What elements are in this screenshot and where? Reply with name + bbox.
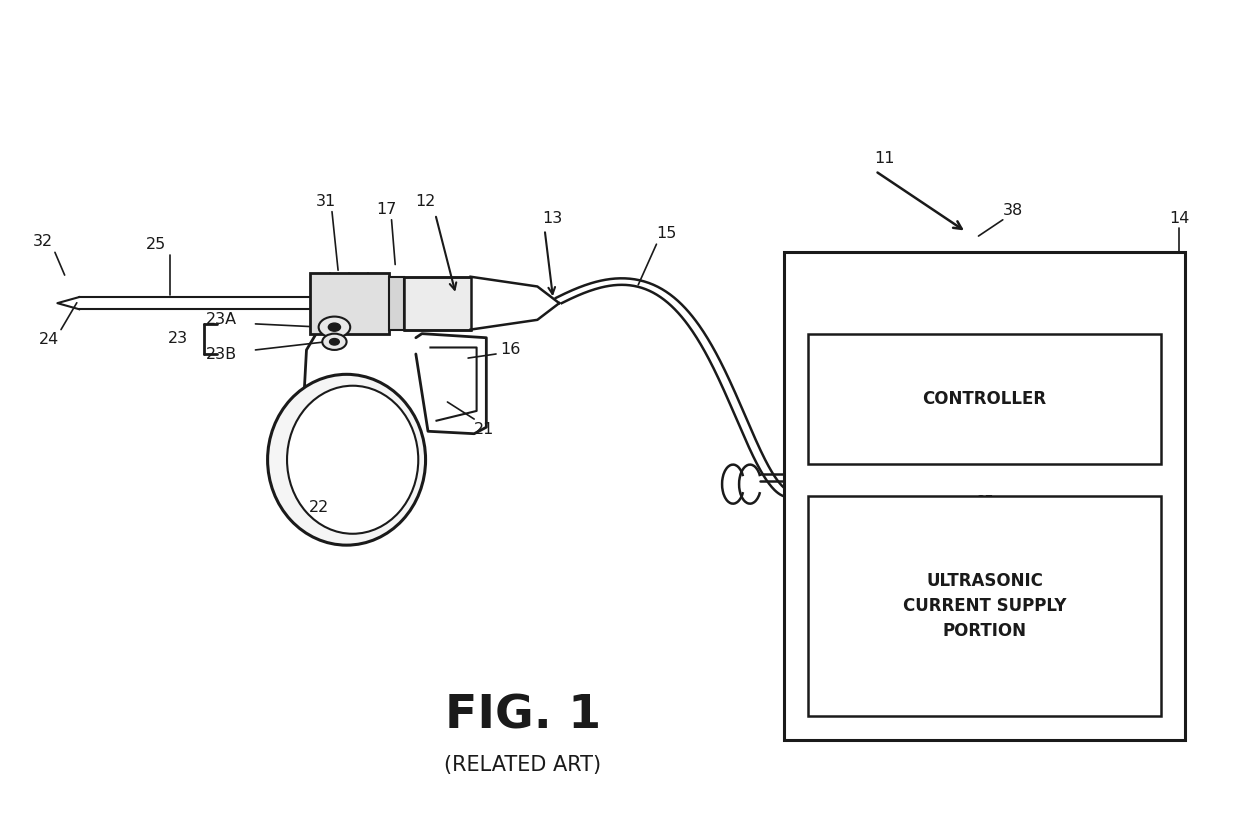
Text: 14: 14 [1169, 211, 1189, 226]
Text: 13: 13 [542, 211, 562, 226]
Circle shape [319, 316, 350, 338]
Bar [310, 272, 389, 334]
Text: ULTRASONIC
CURRENT SUPPLY
PORTION: ULTRASONIC CURRENT SUPPLY PORTION [903, 572, 1066, 640]
Text: 23A: 23A [206, 311, 237, 326]
Ellipse shape [268, 374, 425, 545]
Text: 23B: 23B [206, 347, 237, 363]
Text: (RELATED ART): (RELATED ART) [444, 754, 601, 774]
Text: 38: 38 [1002, 203, 1023, 217]
Bar [404, 276, 470, 330]
Text: 15: 15 [656, 226, 676, 241]
Bar [389, 276, 404, 330]
Bar [808, 334, 1161, 464]
Text: 65: 65 [975, 496, 994, 510]
Bar [808, 496, 1161, 716]
Circle shape [329, 323, 341, 331]
Bar [784, 252, 1185, 740]
Text: 21: 21 [474, 422, 494, 437]
Text: 12: 12 [415, 193, 435, 208]
Text: 16: 16 [501, 343, 521, 358]
Text: 11: 11 [874, 151, 895, 166]
Text: 17: 17 [377, 202, 397, 217]
Text: 31: 31 [316, 193, 336, 208]
Text: 24: 24 [38, 332, 60, 347]
Circle shape [330, 339, 340, 345]
Text: 23: 23 [167, 331, 187, 346]
Text: 25: 25 [145, 237, 166, 251]
Text: FIG. 1: FIG. 1 [445, 693, 601, 739]
Text: 32: 32 [32, 234, 53, 249]
Ellipse shape [286, 386, 418, 534]
Text: CONTROLLER: CONTROLLER [923, 390, 1047, 408]
Text: 22: 22 [309, 500, 329, 515]
Circle shape [322, 334, 346, 350]
